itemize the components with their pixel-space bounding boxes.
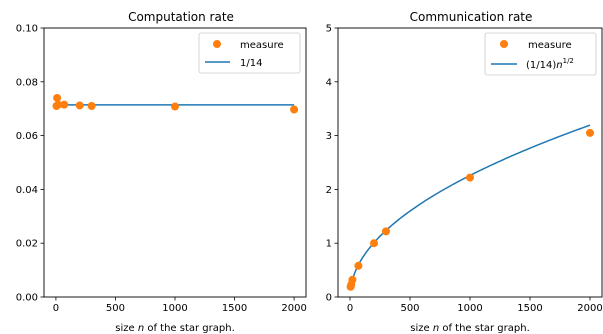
y-tick-label: 0.06 [16,131,38,142]
x-tick-label: 1000 [162,303,187,314]
measure-point [60,100,69,109]
legend-measure-label: measure [528,40,572,51]
measure-point [171,102,179,111]
x-tick-label: 2000 [577,303,602,314]
y-tick-label: 0 [326,293,332,304]
ticks: 0 500 1000 1500 2000 0 1 2 3 4 5 [326,24,603,315]
y-tick-label: 0.02 [16,239,38,250]
ticks: 0 500 1000 1500 2000 0.00 0.02 0.04 0.06 0.08 0.10 [16,24,307,315]
legend: measure 1/14 [198,32,301,74]
legend-measure-marker [213,40,221,48]
marks [52,93,299,114]
measure-point [466,173,474,182]
x-tick-label: 1500 [517,303,542,314]
legend: measure (1/14)n1/2 [484,32,597,76]
x-axis-label: size n of the star graph. [410,323,530,334]
fit-line [349,124,591,289]
legend-measure-label: measure [240,40,284,51]
measure-point [54,100,63,109]
legend-box [198,32,301,74]
x-tick-label: 500 [400,303,419,314]
x-tick-label: 0 [347,303,353,314]
y-tick-label: 3 [326,131,332,142]
y-tick-label: 4 [326,77,332,88]
y-tick-label: 0.10 [16,24,38,35]
y-tick-label: 0.00 [16,293,38,304]
x-tick-label: 0 [53,303,59,314]
measure-point [87,102,96,111]
plot-frame [43,27,307,298]
legend-measure-marker [500,40,508,48]
chart-title: Computation rate [128,10,234,24]
fit-layer [349,124,591,289]
measure-point [75,101,84,110]
legend-fit-label: (1/14)n1/2 [526,57,574,71]
legend-fit-label: 1/14 [240,58,262,69]
plot-frame [337,27,603,298]
marks [346,128,594,291]
x-tick-label: 1500 [222,303,247,314]
x-tick-label: 1000 [457,303,482,314]
measure-point [53,93,62,102]
measure-point [348,275,357,284]
measure-point [354,261,363,270]
measure-point [370,239,378,248]
y-tick-label: 1 [326,239,332,250]
computation-rate-chart: Computation rate 0 500 1000 1500 2000 0.00 0.0… [16,10,307,334]
measure-point [382,227,390,236]
y-tick-label: 0.04 [16,185,38,196]
communication-rate-chart: Communication rate 0 500 1000 1500 2000 0 1 2 3 4… [326,10,603,334]
measure-point [586,128,594,137]
y-tick-label: 2 [326,185,332,196]
x-tick-label: 2000 [281,303,306,314]
x-axis-label: size n of the star graph. [115,323,235,334]
y-tick-label: 0.08 [16,77,38,88]
chart-title: Communication rate [410,10,533,24]
measure-point [290,105,299,114]
x-tick-label: 500 [106,303,125,314]
y-tick-label: 5 [326,24,332,35]
